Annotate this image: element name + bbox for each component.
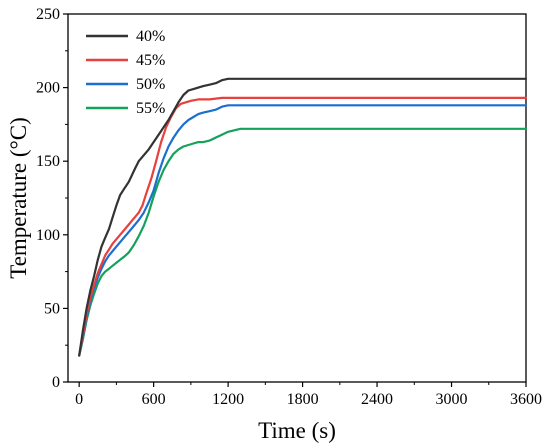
y-tick-label: 0 xyxy=(52,374,60,391)
x-tick-label: 3600 xyxy=(510,391,542,408)
y-axis-title: Temperature (°C) xyxy=(6,117,31,278)
y-tick-label: 250 xyxy=(36,6,60,23)
series-layer xyxy=(78,77,528,357)
series-line-45pct xyxy=(78,96,528,357)
legend-label: 40% xyxy=(136,28,165,45)
tick-layer: 0 600 1200 1800 2400 3000 3600 0 50 100 150 200 250 xyxy=(36,6,542,408)
legend-label: 45% xyxy=(136,52,165,69)
y-tick-label: 100 xyxy=(36,227,60,244)
series-line-40pct xyxy=(78,77,528,357)
legend-label: 55% xyxy=(136,100,165,117)
x-tick-label: 2400 xyxy=(361,391,393,408)
x-tick-label: 1200 xyxy=(212,391,244,408)
series-line-55pct xyxy=(78,127,528,357)
legend: 40% 45% 50% 55% xyxy=(86,28,165,117)
x-tick-label: 1800 xyxy=(287,391,319,408)
x-tick-label: 600 xyxy=(142,391,166,408)
y-tick-label: 150 xyxy=(36,153,60,170)
x-tick-label: 3000 xyxy=(436,391,468,408)
legend-label: 50% xyxy=(136,76,165,93)
series-line-50pct xyxy=(78,104,528,357)
plot-frame xyxy=(67,13,527,383)
y-tick-label: 50 xyxy=(44,300,60,317)
x-tick-label: 0 xyxy=(75,391,83,408)
y-tick-label: 200 xyxy=(36,80,60,97)
x-axis-title: Time (s) xyxy=(258,418,336,443)
